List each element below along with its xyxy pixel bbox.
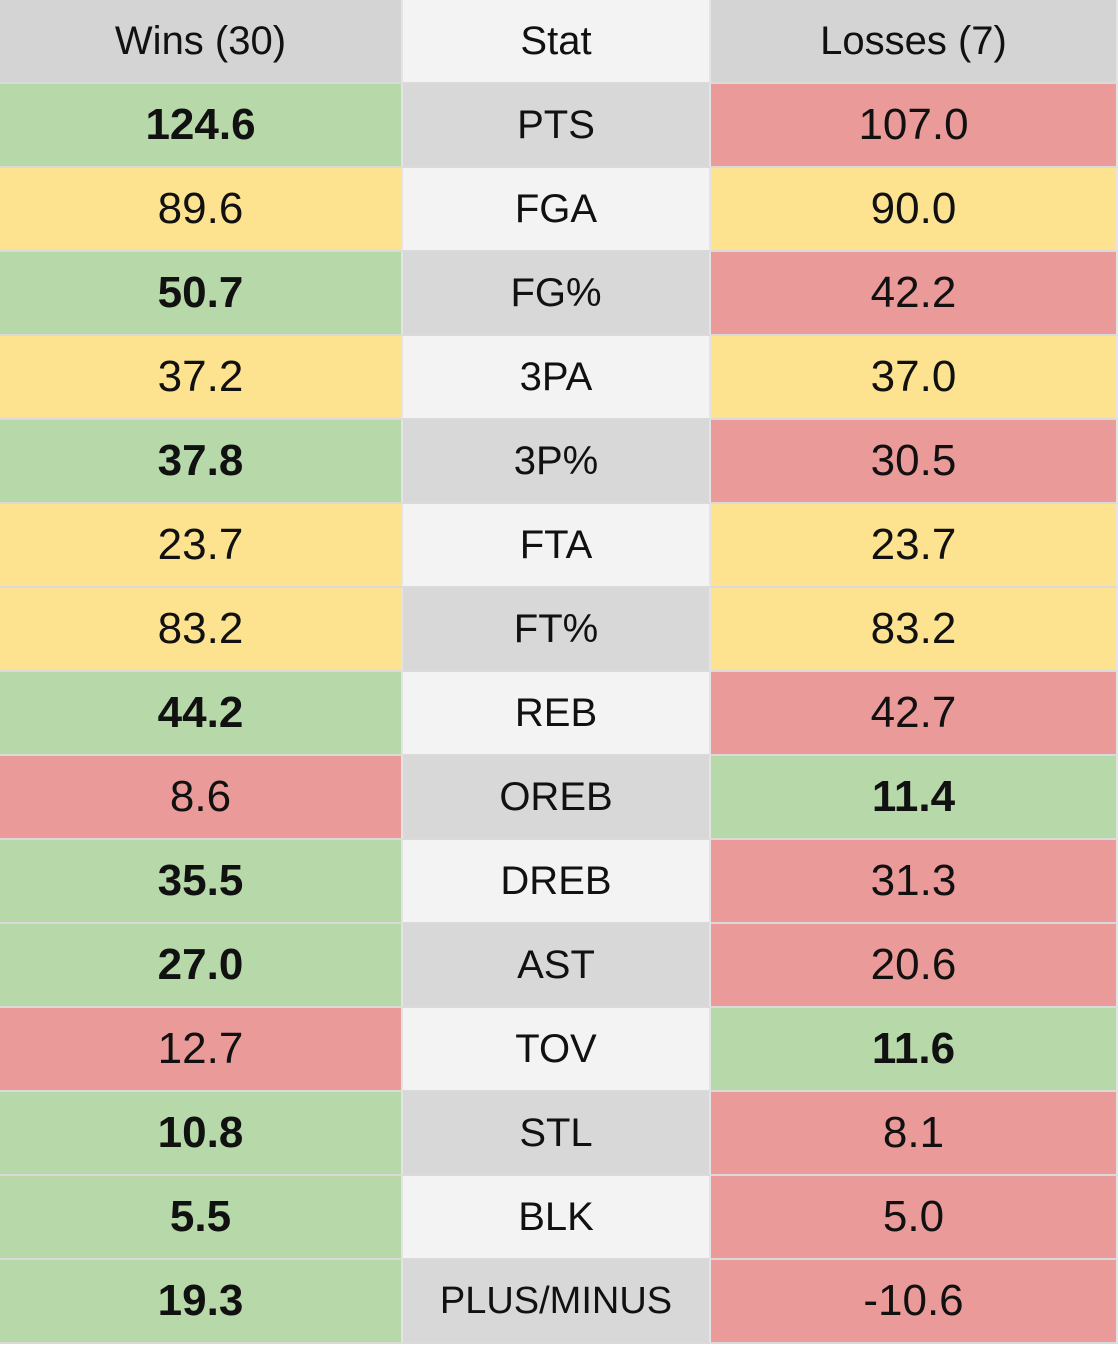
wins-value-cell: 50.7 <box>0 252 403 336</box>
wins-value-cell: 5.5 <box>0 1176 403 1260</box>
stat-name-cell: STL <box>403 1092 711 1176</box>
losses-value-cell: 83.2 <box>711 588 1118 672</box>
stat-name-cell: DREB <box>403 840 711 924</box>
wins-value-cell: 8.6 <box>0 756 403 840</box>
stat-name-cell: FGA <box>403 168 711 252</box>
wins-value-cell: 19.3 <box>0 1260 403 1344</box>
losses-value-cell: 107.0 <box>711 84 1118 168</box>
header-losses: Losses (7) <box>711 0 1118 84</box>
losses-value-cell: 42.7 <box>711 672 1118 756</box>
wins-value-cell: 37.8 <box>0 420 403 504</box>
wins-value-cell: 89.6 <box>0 168 403 252</box>
wins-value-cell: 83.2 <box>0 588 403 672</box>
losses-value-cell: 23.7 <box>711 504 1118 588</box>
wins-value-cell: 12.7 <box>0 1008 403 1092</box>
stat-name-cell: BLK <box>403 1176 711 1260</box>
stat-name-cell: 3PA <box>403 336 711 420</box>
stat-name-cell: PLUS/MINUS <box>403 1260 711 1344</box>
wins-value-cell: 44.2 <box>0 672 403 756</box>
losses-value-cell: 30.5 <box>711 420 1118 504</box>
losses-value-cell: 11.4 <box>711 756 1118 840</box>
losses-value-cell: 42.2 <box>711 252 1118 336</box>
losses-value-cell: 5.0 <box>711 1176 1118 1260</box>
stat-name-cell: OREB <box>403 756 711 840</box>
losses-value-cell: 31.3 <box>711 840 1118 924</box>
losses-value-cell: 11.6 <box>711 1008 1118 1092</box>
wins-value-cell: 10.8 <box>0 1092 403 1176</box>
losses-value-cell: 37.0 <box>711 336 1118 420</box>
stat-name-cell: PTS <box>403 84 711 168</box>
losses-value-cell: 20.6 <box>711 924 1118 1008</box>
header-stat: Stat <box>403 0 711 84</box>
stat-name-cell: FTA <box>403 504 711 588</box>
wins-value-cell: 124.6 <box>0 84 403 168</box>
stat-name-cell: TOV <box>403 1008 711 1092</box>
header-wins: Wins (30) <box>0 0 403 84</box>
wins-value-cell: 37.2 <box>0 336 403 420</box>
losses-value-cell: -10.6 <box>711 1260 1118 1344</box>
stat-name-cell: REB <box>403 672 711 756</box>
losses-value-cell: 8.1 <box>711 1092 1118 1176</box>
wins-value-cell: 35.5 <box>0 840 403 924</box>
stat-name-cell: 3P% <box>403 420 711 504</box>
wins-value-cell: 27.0 <box>0 924 403 1008</box>
stat-name-cell: FG% <box>403 252 711 336</box>
stat-name-cell: FT% <box>403 588 711 672</box>
stat-name-cell: AST <box>403 924 711 1008</box>
wins-value-cell: 23.7 <box>0 504 403 588</box>
losses-value-cell: 90.0 <box>711 168 1118 252</box>
